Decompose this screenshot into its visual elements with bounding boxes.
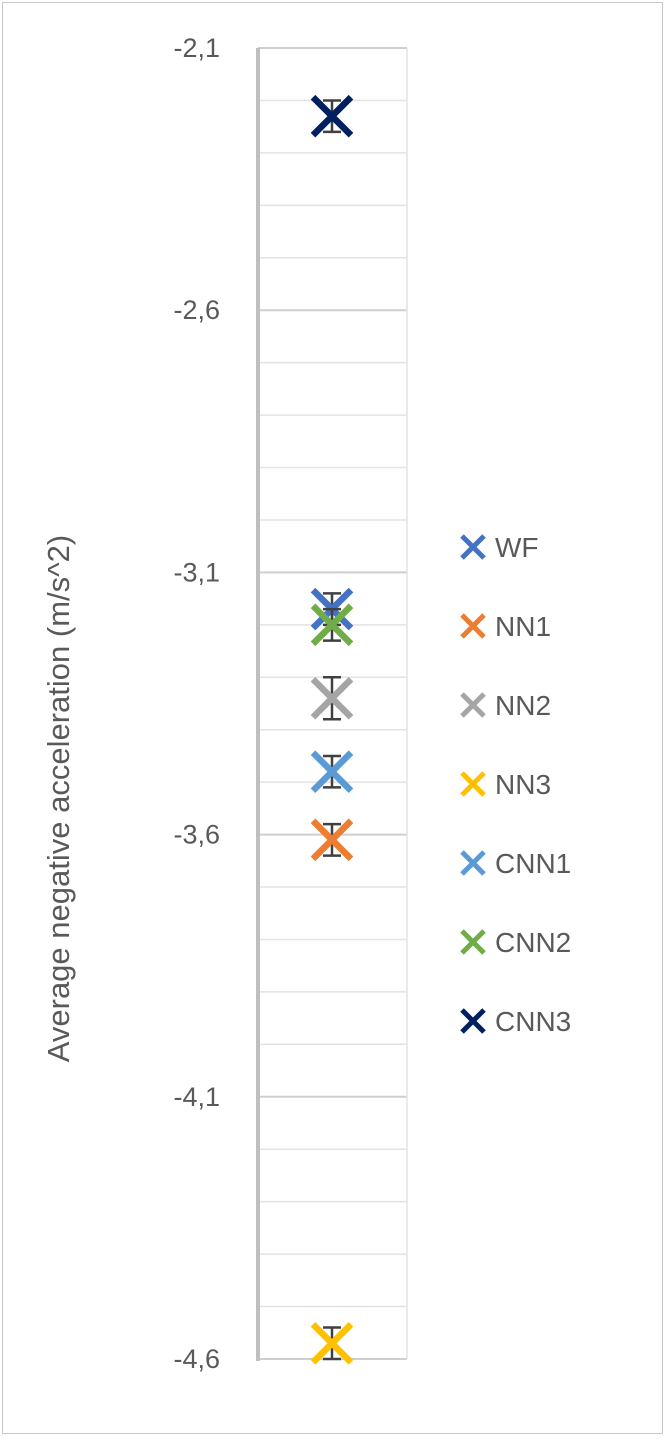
data-point-nn3 <box>310 1321 354 1365</box>
y-axis-title: Average negative acceleration (m/s^2) <box>41 535 76 1062</box>
data-point-nn1 <box>310 818 354 862</box>
legend-item-cnn3: CNN3 <box>460 1006 571 1037</box>
legend-label: NN2 <box>495 690 551 721</box>
legend-marker <box>460 850 486 876</box>
legend-item-wf: WF <box>460 532 539 563</box>
data-points <box>310 94 354 1365</box>
data-point-cnn1 <box>310 750 354 793</box>
legend-label: NN3 <box>495 769 551 800</box>
legend-marker <box>460 771 486 797</box>
data-point-cnn3 <box>310 94 354 138</box>
x-marker <box>310 818 354 862</box>
y-axis: -2,1 -2,6 -3,1 -3,6 -4,1 -4,6 <box>173 33 260 1374</box>
y-tick-label: -2,1 <box>173 33 220 63</box>
data-point-cnn2 <box>310 603 354 647</box>
legend-item-nn1: NN1 <box>460 611 551 642</box>
y-tick-label: -3,1 <box>173 557 220 587</box>
legend-label: WF <box>495 532 539 563</box>
legend-marker <box>460 613 486 639</box>
legend-label: CNN3 <box>495 1006 571 1037</box>
x-marker <box>310 1321 354 1365</box>
y-tick-label: -2,6 <box>173 295 220 325</box>
x-marker <box>310 676 354 720</box>
legend-marker <box>460 929 486 955</box>
legend-item-cnn2: CNN2 <box>460 927 571 958</box>
legend-marker <box>460 534 486 560</box>
legend-item-nn3: NN3 <box>460 769 551 800</box>
legend-marker <box>460 692 486 718</box>
legend-label: NN1 <box>495 611 551 642</box>
x-marker <box>310 94 354 138</box>
x-marker <box>310 603 354 647</box>
scatter-chart: -2,1 -2,6 -3,1 -3,6 -4,1 -4,6 WF NN1 NN2 NN3 CNN1… <box>41 33 571 1374</box>
y-tick-label: -4,1 <box>173 1082 220 1112</box>
legend-item-cnn1: CNN1 <box>460 848 571 879</box>
data-point-nn2 <box>310 676 354 721</box>
y-tick-label: -3,6 <box>173 820 220 850</box>
legend-label: CNN2 <box>495 927 571 958</box>
legend-item-nn2: NN2 <box>460 690 551 721</box>
x-marker <box>310 750 354 793</box>
legend: WF NN1 NN2 NN3 CNN1 CNN2 CNN3 <box>460 532 571 1037</box>
legend-label: CNN1 <box>495 848 571 879</box>
legend-marker <box>460 1008 486 1034</box>
y-tick-label: -4,6 <box>173 1344 220 1374</box>
